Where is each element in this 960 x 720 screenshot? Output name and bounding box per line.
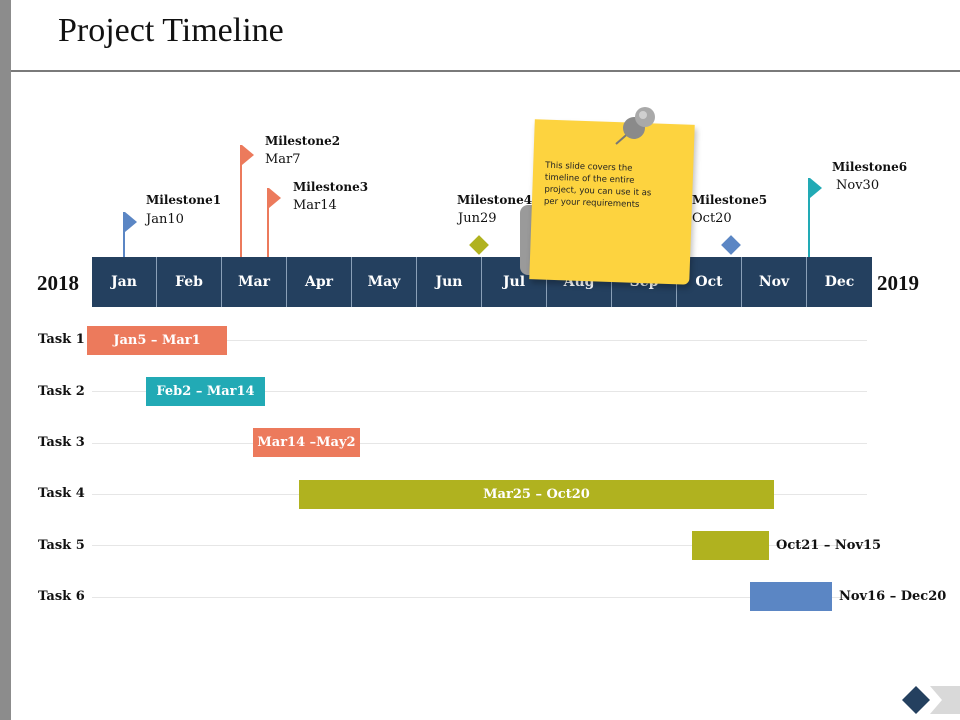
milestone6-label: Milestone6 bbox=[832, 160, 908, 174]
month-dec: Dec bbox=[824, 274, 855, 290]
month-apr: Apr bbox=[287, 257, 352, 307]
task4-bar: Mar25 – Oct20 bbox=[299, 480, 774, 509]
milestone6-flag-icon bbox=[810, 178, 822, 198]
sticky-note-text: This slide covers the timeline of the en… bbox=[543, 160, 652, 210]
month-bar: Jan Feb Mar Apr May Jun Jul Aug Sep Oct … bbox=[92, 257, 872, 307]
milestone3-label: Milestone3 bbox=[293, 180, 369, 194]
milestone3-date: Mar14 bbox=[293, 198, 337, 213]
milestone1-flag-icon bbox=[125, 212, 137, 232]
milestone1-date: Jan10 bbox=[146, 212, 184, 227]
milestone2-flag-icon bbox=[242, 145, 254, 165]
task5-label: Task 5 bbox=[38, 538, 85, 553]
milestone6-pole bbox=[808, 178, 810, 257]
start-year: 2018 bbox=[37, 271, 79, 295]
left-accent-band bbox=[0, 0, 11, 720]
milestone2-label: Milestone2 bbox=[265, 134, 341, 148]
page-title: Project Timeline bbox=[58, 12, 284, 49]
milestone2-date: Mar7 bbox=[265, 152, 301, 167]
month-feb: Feb bbox=[157, 257, 222, 307]
month-jul: Jul bbox=[482, 257, 547, 307]
milestone1-label: Milestone1 bbox=[146, 193, 222, 207]
milestone3-flag-icon bbox=[269, 188, 281, 208]
month-nov: Nov bbox=[742, 257, 807, 307]
task6-range-label: Nov16 – Dec20 bbox=[839, 589, 947, 604]
end-year: 2019 bbox=[877, 271, 919, 295]
milestone4-label: Milestone4 bbox=[457, 193, 533, 207]
task6-bar bbox=[750, 582, 832, 611]
milestone3-pole bbox=[267, 188, 269, 257]
task3-label: Task 3 bbox=[38, 435, 85, 450]
milestone4-diamond-icon bbox=[469, 235, 489, 255]
month-mar: Mar bbox=[222, 257, 287, 307]
milestone1-pole bbox=[123, 212, 125, 257]
month-may: May bbox=[352, 257, 417, 307]
task3-bar: Mar14 –May2 bbox=[253, 428, 360, 457]
milestone2-pole bbox=[240, 145, 242, 257]
task4-label: Task 4 bbox=[38, 486, 85, 501]
task3-gridline bbox=[92, 443, 867, 444]
month-jun: Jun bbox=[417, 257, 482, 307]
task2-gridline bbox=[92, 391, 867, 392]
task6-gridline bbox=[92, 597, 867, 598]
milestone6-date: Nov30 bbox=[836, 178, 880, 193]
milestone5-label: Milestone5 bbox=[692, 193, 768, 207]
milestone5-diamond-icon bbox=[721, 235, 741, 255]
milestone5-date: Oct20 bbox=[692, 211, 732, 226]
task1-label: Task 1 bbox=[38, 332, 85, 347]
task5-bar bbox=[692, 531, 769, 560]
month-jan: Jan bbox=[92, 257, 157, 307]
task1-gridline bbox=[92, 340, 867, 341]
task2-bar: Feb2 – Mar14 bbox=[146, 377, 265, 406]
task1-bar: Jan5 – Mar1 bbox=[87, 326, 227, 355]
task2-label: Task 2 bbox=[38, 384, 85, 399]
milestone4-date: Jun29 bbox=[458, 211, 497, 226]
task6-label: Task 6 bbox=[38, 589, 85, 604]
push-pin-icon bbox=[615, 107, 655, 145]
task5-range-label: Oct21 – Nov15 bbox=[776, 538, 882, 553]
month-oct: Oct bbox=[677, 257, 742, 307]
task5-gridline bbox=[92, 545, 867, 546]
title-divider bbox=[11, 70, 960, 72]
slide-nav-icon bbox=[902, 686, 960, 714]
